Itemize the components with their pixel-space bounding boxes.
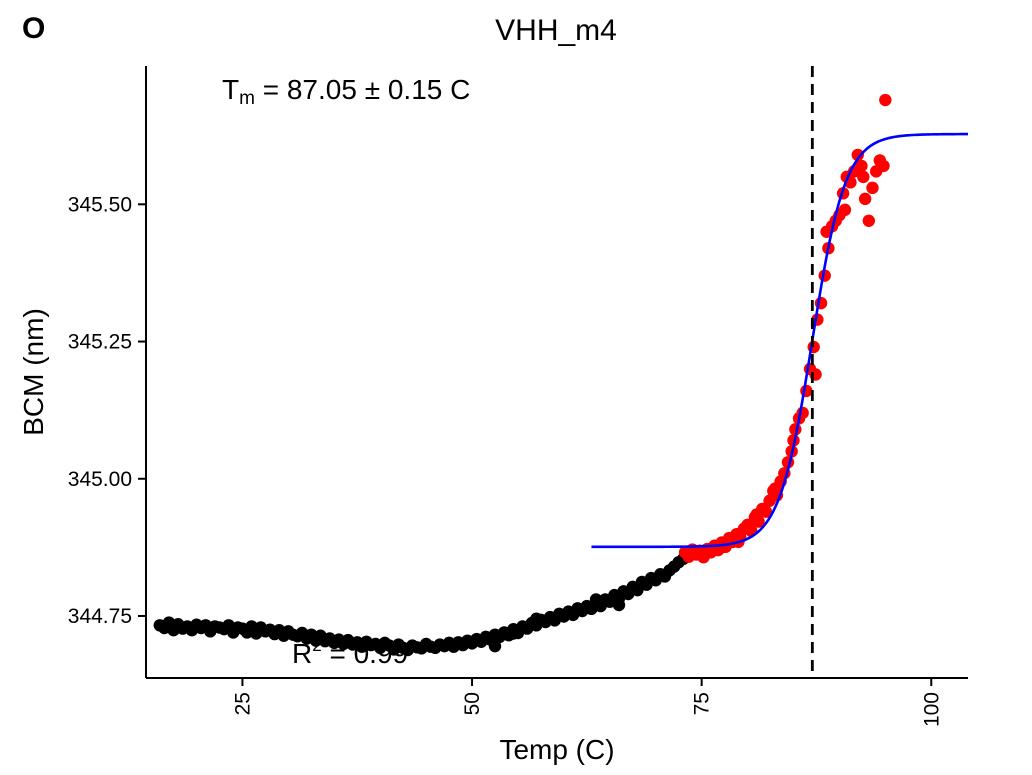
red-data-series	[678, 93, 892, 564]
x-tick-label: 75	[691, 692, 714, 715]
red-data-point	[838, 203, 852, 217]
red-data-point	[866, 181, 879, 195]
x-tick-label: 25	[231, 692, 254, 715]
r2-superscript: 2	[312, 636, 322, 655]
x-tick-label: 100	[920, 692, 943, 727]
red-data-point	[857, 170, 870, 184]
black-data-point	[507, 627, 520, 640]
r2-symbol: R	[292, 638, 313, 669]
red-data-point	[877, 159, 890, 173]
tm-symbol: T	[222, 74, 240, 105]
black-data-point	[589, 593, 603, 606]
y-axis-label: BCM (nm)	[18, 308, 49, 436]
y-tick-label: 345.00	[68, 468, 132, 491]
red-data-point	[768, 482, 782, 495]
r2-annotation: R2 = 0.99	[292, 636, 408, 670]
tm-value: = 87.05 ± 0.15 C	[254, 74, 471, 105]
black-data-point	[488, 639, 502, 653]
tm-annotation: Tm = 87.05 ± 0.15 C	[222, 74, 470, 110]
y-axis-ticks: 344.75 345.00 345.25 345.50	[68, 193, 146, 628]
x-tick-label: 50	[461, 692, 484, 715]
red-data-point	[858, 192, 872, 206]
black-data-series	[153, 552, 690, 657]
y-tick-label: 345.25	[68, 331, 132, 354]
r2-value: = 0.99	[321, 638, 409, 669]
red-data-point	[820, 225, 833, 238]
panel-label: O	[22, 12, 46, 45]
chart-title: VHH_m4	[495, 14, 617, 47]
red-data-point	[862, 214, 876, 227]
black-data-point	[530, 612, 543, 625]
black-data-point	[612, 598, 626, 612]
red-data-point	[750, 508, 763, 521]
red-data-point	[879, 93, 892, 107]
tm-subscript: m	[239, 88, 255, 109]
sigmoid-fit-curve	[591, 132, 969, 549]
x-axis-ticks: 25 50 75 100	[231, 678, 943, 727]
x-axis-label: Temp (C)	[499, 734, 615, 765]
red-data-point	[851, 148, 864, 162]
red-data-point	[855, 159, 868, 173]
y-tick-label: 344.75	[68, 605, 132, 628]
y-tick-label: 345.50	[68, 193, 132, 216]
